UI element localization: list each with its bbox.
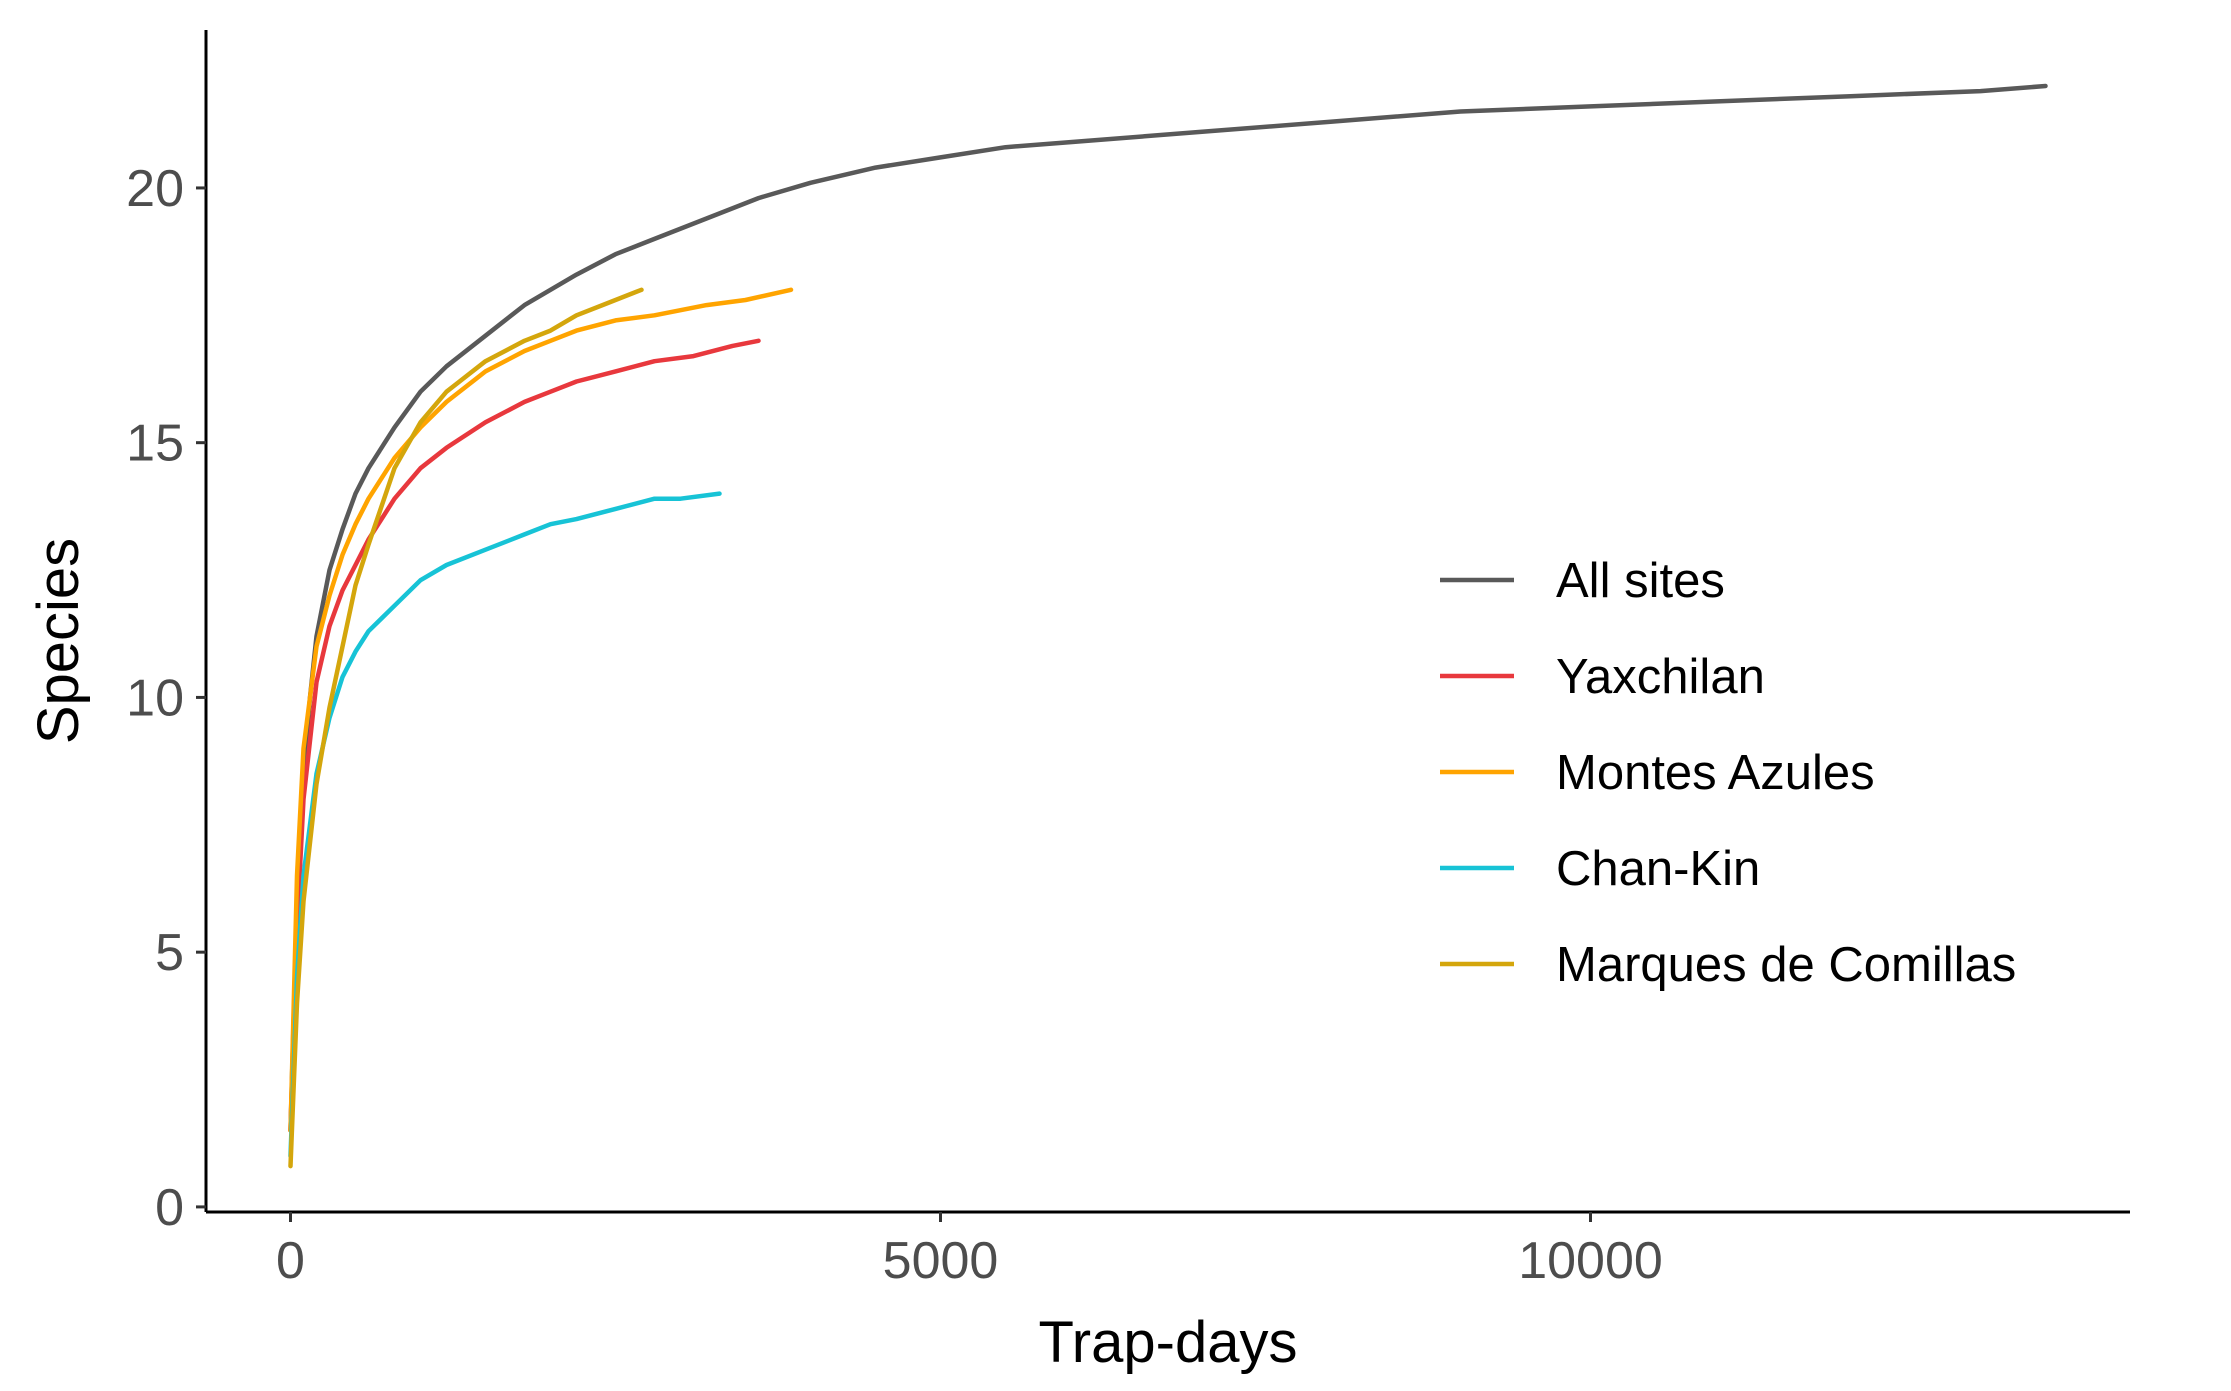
legend-item: Yaxchilan [1440,650,1765,704]
x-tick-label: 0 [276,1232,305,1290]
series-line-0 [288,83,2048,1133]
legend-item: Chan-Kin [1440,842,1760,896]
series-line-4 [288,287,644,1169]
ticks-layer: 0 5 10 15 20 0 5000 10000 [126,160,1663,1290]
y-tick-label: 15 [126,415,184,473]
x-tick-label: 10000 [1518,1232,1663,1290]
y-axis-title: Species [26,538,91,744]
legend-item: Montes Azules [1440,746,1875,800]
legend-label: All sites [1556,554,1725,608]
legend-label: Yaxchilan [1556,650,1765,704]
series-line-2 [288,287,794,1133]
y-tick-label: 20 [126,160,184,218]
y-tick-label: 10 [126,669,184,727]
legend-item: Marques de Comillas [1440,938,2016,992]
legend-label: Montes Azules [1556,746,1875,800]
legend-item: All sites [1440,554,1725,608]
y-tick-label: 0 [155,1179,184,1237]
legend-label: Marques de Comillas [1556,938,2016,992]
x-tick-label: 5000 [883,1232,999,1290]
y-tick-label: 5 [155,924,184,982]
axes-layer [204,30,2130,1214]
series-layer [288,83,2048,1169]
series-line-1 [288,338,761,1133]
legend: All sites Yaxchilan Montes Azules Chan-Kin M… [1440,554,2016,992]
x-axis-title: Trap-days [1039,1310,1298,1375]
legend-label: Chan-Kin [1556,842,1760,896]
